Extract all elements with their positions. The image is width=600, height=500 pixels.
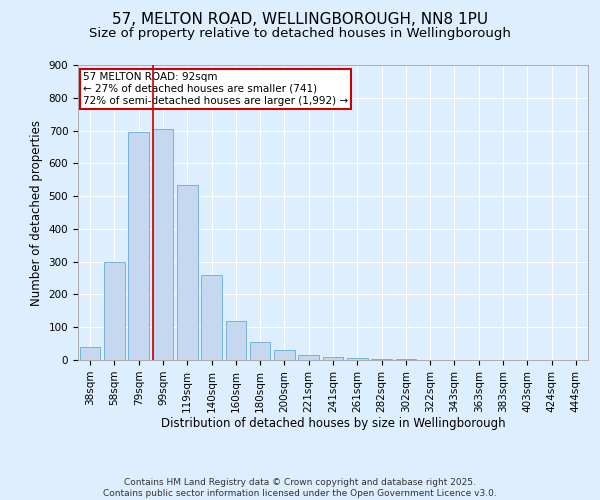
Y-axis label: Number of detached properties: Number of detached properties bbox=[30, 120, 43, 306]
Bar bbox=[298, 355, 319, 360]
Text: Contains HM Land Registry data © Crown copyright and database right 2025.
Contai: Contains HM Land Registry data © Crown c… bbox=[103, 478, 497, 498]
Bar bbox=[80, 347, 100, 360]
Bar bbox=[274, 350, 295, 360]
Bar bbox=[201, 275, 222, 360]
Bar bbox=[347, 358, 368, 360]
Text: 57, MELTON ROAD, WELLINGBOROUGH, NN8 1PU: 57, MELTON ROAD, WELLINGBOROUGH, NN8 1PU bbox=[112, 12, 488, 28]
Bar bbox=[128, 132, 149, 360]
Bar bbox=[104, 262, 125, 360]
Text: 57 MELTON ROAD: 92sqm
← 27% of detached houses are smaller (741)
72% of semi-det: 57 MELTON ROAD: 92sqm ← 27% of detached … bbox=[83, 72, 348, 106]
Bar bbox=[226, 320, 246, 360]
X-axis label: Distribution of detached houses by size in Wellingborough: Distribution of detached houses by size … bbox=[161, 418, 505, 430]
Bar bbox=[177, 184, 197, 360]
Bar bbox=[152, 129, 173, 360]
Bar bbox=[250, 342, 271, 360]
Bar bbox=[371, 359, 392, 360]
Text: Size of property relative to detached houses in Wellingborough: Size of property relative to detached ho… bbox=[89, 28, 511, 40]
Bar bbox=[323, 358, 343, 360]
